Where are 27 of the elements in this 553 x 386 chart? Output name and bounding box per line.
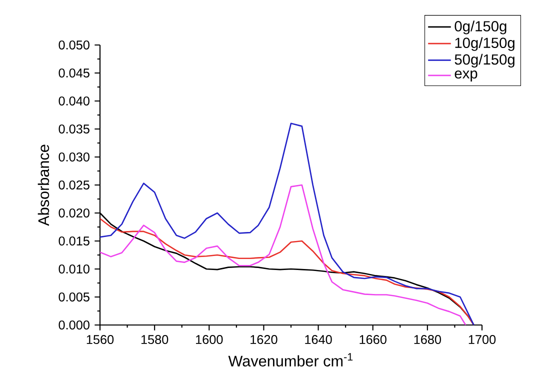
x-tick-label: 1640	[305, 335, 332, 344]
y-tick-label: 0.040	[58, 96, 90, 106]
y-tick-label: 0.045	[58, 68, 90, 78]
y-tick-label: 0.030	[58, 152, 90, 162]
x-tick-label: 1700	[468, 335, 496, 344]
legend-label: exp	[454, 70, 478, 82]
x-tick-label: 1620	[250, 335, 278, 344]
y-tick-label: 0.005	[58, 292, 90, 302]
x-tick-label: 1560	[86, 335, 114, 344]
legend-label: 0g/150g	[454, 20, 506, 34]
line-series	[100, 184, 466, 325]
y-tick-label: 0.050	[58, 40, 90, 50]
x-tick-label: 1580	[141, 335, 168, 344]
x-tick-label: 1600	[196, 335, 223, 344]
y-tick-label: 0.010	[58, 264, 90, 274]
x-axis-title: Wavenumber cm$^{-1}$	[228, 353, 353, 367]
legend-label: 50g/150g	[454, 54, 514, 68]
legend-label: 10g/150g	[455, 37, 514, 51]
y-tick-label: 0.015	[58, 236, 90, 246]
x-tick-label: 1660	[360, 335, 386, 344]
y-axis-title: Absorbance	[38, 144, 50, 226]
y-tick-label: 0.020	[58, 208, 90, 218]
y-tick-label: 0.025	[58, 180, 90, 190]
y-tick-label: 0.035	[58, 124, 90, 134]
x-tick-label: 1680	[414, 335, 442, 344]
y-tick-label: 0.000	[58, 320, 90, 330]
line-series	[100, 122, 474, 325]
